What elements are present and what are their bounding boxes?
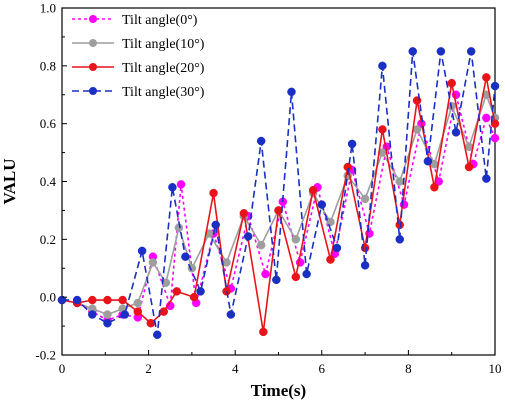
- data-point: [464, 162, 474, 172]
- data-point: [168, 183, 177, 192]
- x-tick-label: 0: [59, 361, 66, 376]
- data-point: [159, 307, 169, 316]
- data-point: [243, 232, 253, 241]
- data-point: [239, 209, 249, 218]
- data-point: [153, 330, 162, 340]
- legend-marker: [89, 87, 97, 95]
- data-point: [360, 261, 370, 270]
- data-point: [88, 310, 97, 319]
- data-point: [146, 318, 156, 328]
- x-axis-title: Time(s): [251, 381, 306, 400]
- x-tick-label: 10: [489, 361, 502, 376]
- legend-marker: [89, 39, 97, 47]
- data-point: [189, 292, 199, 302]
- data-point: [72, 295, 82, 305]
- y-tick-label: 1.0: [40, 1, 56, 16]
- data-point: [317, 200, 327, 209]
- data-point: [482, 174, 491, 183]
- ticks-layer: 0 2 4 6 8 10 -0.2 0.0 0.2 0.4 0.6 0.8 1.0: [35, 1, 501, 377]
- data-point: [447, 78, 456, 88]
- data-point: [259, 327, 268, 337]
- data-point: [490, 81, 500, 91]
- data-point: [482, 113, 491, 123]
- data-point: [490, 133, 500, 143]
- data-point: [378, 125, 387, 134]
- legend-label: Tilt angle(20°): [122, 61, 205, 76]
- data-point: [291, 272, 301, 282]
- y-tick-label: 0.6: [40, 116, 57, 131]
- data-point: [423, 157, 433, 166]
- data-point: [57, 295, 67, 305]
- x-tick-label: 6: [319, 361, 326, 376]
- legend-label: Tilt angle(30°): [122, 85, 205, 100]
- legend-marker: [89, 15, 97, 23]
- data-point: [172, 287, 181, 296]
- data-point: [490, 119, 500, 128]
- data-point: [360, 194, 370, 204]
- data-point: [430, 183, 439, 192]
- data-point: [181, 252, 190, 261]
- data-point: [287, 87, 296, 97]
- data-point: [256, 240, 266, 250]
- data-point: [395, 177, 404, 186]
- series-line: [62, 50, 496, 336]
- legend-label: Tilt angle(0°): [122, 13, 198, 28]
- data-point: [291, 235, 301, 244]
- data-point: [482, 73, 491, 82]
- data-point: [261, 269, 270, 279]
- y-tick-label: 0.0: [40, 290, 56, 305]
- data-point: [347, 139, 357, 149]
- data-point: [302, 269, 311, 279]
- data-point: [326, 217, 335, 227]
- data-point: [103, 310, 112, 319]
- data-point: [272, 275, 281, 285]
- y-axis-title: VALU: [0, 159, 19, 205]
- legend-label: Tilt angle(10°): [122, 37, 205, 52]
- data-point: [451, 128, 461, 137]
- y-tick-label: 0.4: [40, 174, 57, 189]
- x-tick-label: 2: [145, 361, 152, 376]
- data-point: [103, 295, 112, 305]
- data-point: [332, 243, 342, 253]
- y-tick-label: 0.8: [40, 58, 56, 73]
- series-3: [57, 47, 500, 340]
- x-tick-label: 4: [232, 361, 239, 376]
- data-point: [133, 298, 143, 308]
- data-point: [308, 185, 318, 195]
- data-point: [326, 255, 335, 264]
- series-layer: [57, 47, 500, 340]
- data-point: [133, 307, 143, 316]
- data-point: [399, 200, 409, 209]
- data-point: [436, 47, 446, 56]
- legend-marker: [89, 63, 97, 71]
- data-point: [408, 47, 417, 56]
- data-point: [118, 295, 127, 305]
- legend: Tilt angle(0°) Tilt angle(10°) Tilt angle(…: [72, 13, 205, 100]
- series-2: [57, 73, 500, 337]
- data-point: [176, 180, 186, 189]
- data-point: [466, 47, 476, 56]
- data-point: [209, 188, 218, 198]
- data-point: [120, 310, 130, 319]
- y-tick-label: -0.2: [35, 348, 56, 363]
- data-point: [226, 310, 236, 319]
- data-point: [103, 318, 112, 328]
- series-line: [61, 76, 496, 333]
- data-point: [137, 246, 147, 256]
- x-tick-label: 8: [405, 361, 412, 376]
- y-tick-label: 0.2: [40, 232, 56, 247]
- data-point: [256, 136, 266, 146]
- data-point: [211, 220, 220, 230]
- data-point: [196, 287, 205, 296]
- series-line: [61, 94, 496, 322]
- data-point: [412, 125, 422, 134]
- data-point: [395, 235, 404, 244]
- data-point: [148, 258, 158, 267]
- data-point: [88, 295, 97, 305]
- data-point: [378, 61, 387, 71]
